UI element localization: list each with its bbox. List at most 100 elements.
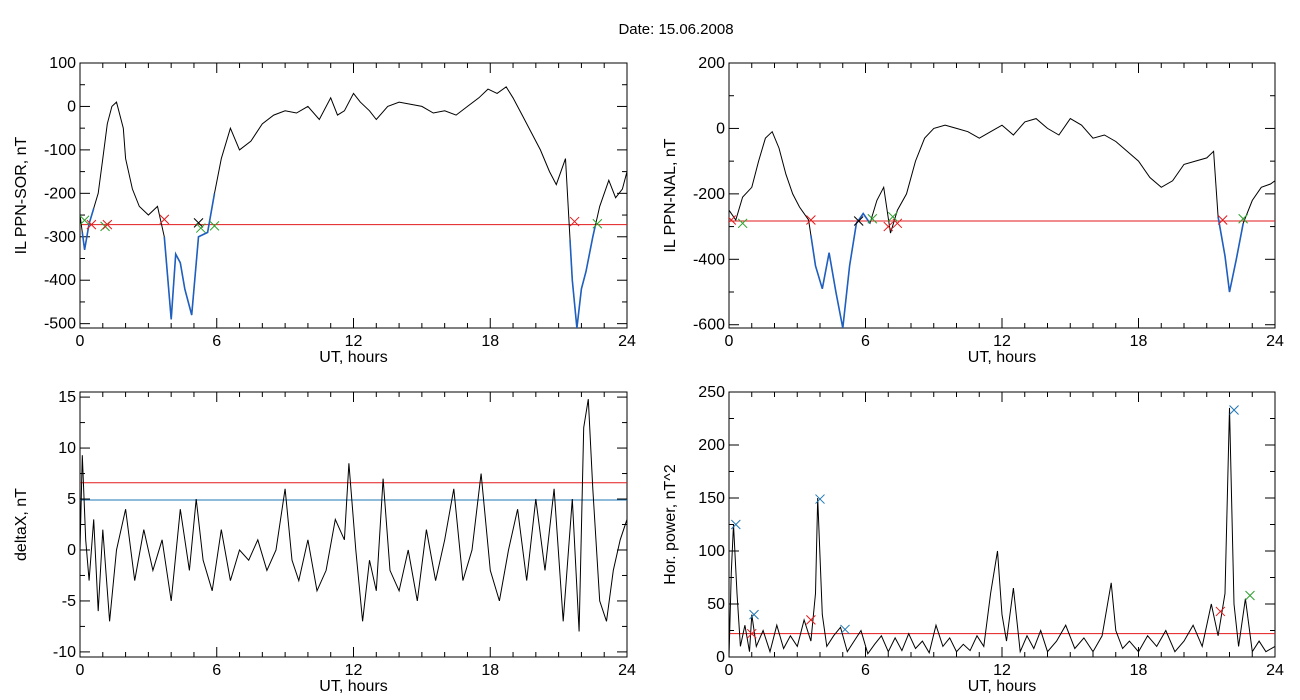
marker-stroke [209, 221, 220, 231]
x-tick-label: 18 [1130, 662, 1148, 679]
marker-green [195, 223, 206, 233]
marker-stroke [102, 219, 113, 230]
highlight-segment [163, 193, 216, 320]
series-line-sor [80, 86, 627, 328]
y-tick-label: 100 [49, 55, 76, 72]
chart-panel-deltax: 0 6 12 18 24 15 10 5 0 -5 -10 UT, hours deltaX, nT [13, 389, 636, 695]
marker-red [86, 219, 97, 230]
highlight-segment [810, 212, 871, 328]
x-tick-label: 18 [481, 333, 499, 350]
y-tick-label: 200 [698, 55, 725, 72]
chart-panel-sor: 0 6 12 18 24 100 0 -100 -200 -300 -400 -500 UT, hour… [13, 55, 636, 366]
marker-blue [815, 494, 825, 504]
marker-stroke [195, 223, 206, 233]
x-tick-label: 6 [212, 662, 221, 679]
x-tick-label: 0 [725, 662, 734, 679]
y-tick-label: 250 [698, 384, 725, 401]
marker-stroke [892, 218, 903, 229]
marker-blue [1229, 405, 1239, 415]
marker-stroke [883, 221, 894, 232]
marker-stroke [592, 218, 603, 229]
y-tick-label: 100 [698, 543, 725, 560]
marker-red [729, 215, 737, 225]
marker-stroke [867, 213, 878, 224]
marker-stroke [806, 215, 816, 225]
y-tick-label: -10 [53, 644, 76, 661]
x-tick-label: 6 [212, 333, 221, 350]
y-tick-label: 10 [58, 440, 76, 457]
marker-stroke [569, 216, 580, 227]
series-line-hpower [729, 407, 1275, 657]
y-tick-label: -600 [693, 317, 725, 334]
marker-green [1245, 590, 1255, 601]
marker-stroke [86, 219, 97, 230]
x-tick-label: 12 [993, 662, 1011, 679]
y-tick-label: 150 [698, 490, 725, 507]
chart-panel-hpower: 0 6 12 18 24 250 200 150 100 50 0 UT, hours Hor. pow… [662, 384, 1284, 695]
marker-red [569, 216, 580, 227]
marker-black [853, 216, 864, 226]
marker-blue [840, 624, 850, 635]
marker-stroke [193, 218, 204, 228]
marker-stroke [1245, 590, 1255, 601]
marker-red [806, 215, 816, 225]
y-tick-label: -400 [693, 251, 725, 268]
marker-stroke [746, 628, 757, 639]
marker-red [102, 219, 113, 230]
marker-stroke [840, 624, 850, 635]
marker-red [883, 221, 894, 232]
marker-stroke [730, 519, 741, 530]
marker-green [209, 221, 220, 231]
x-tick-label: 6 [861, 662, 870, 679]
marker-blue [730, 519, 741, 530]
y-tick-label: 50 [707, 596, 725, 613]
marker-stroke [806, 615, 816, 625]
x-tick-label: 18 [481, 662, 499, 679]
marker-red [1215, 606, 1226, 617]
x-axis-title: UT, hours [968, 678, 1036, 695]
x-tick-label: 0 [76, 662, 85, 679]
chart-panel-nal: 0 6 12 18 24 200 0 -200 -400 -600 UT, hours IL PPN-… [662, 55, 1284, 366]
marker-stroke [737, 218, 748, 229]
plot-frame [79, 62, 628, 329]
marker-red [1217, 215, 1228, 225]
x-tick-label: 0 [725, 333, 734, 350]
x-axis-title: UT, hours [968, 349, 1036, 366]
marker-stroke [853, 216, 864, 226]
highlight-segment [81, 208, 95, 250]
x-axis-title: UT, hours [319, 678, 387, 695]
x-tick-label: 12 [345, 662, 363, 679]
plot-frame [728, 62, 1276, 329]
x-tick-label: 6 [861, 333, 870, 350]
marker-stroke [729, 215, 737, 224]
plot-area [729, 117, 1275, 328]
marker-green [592, 218, 603, 229]
marker-stroke [1238, 213, 1249, 224]
marker-stroke [80, 215, 90, 226]
marker-green [867, 213, 878, 224]
marker-stroke [159, 214, 170, 225]
marker-red [806, 615, 816, 625]
y-axis-title: deltaX, nT [13, 488, 30, 561]
marker-stroke [815, 494, 825, 504]
highlight-segment [569, 226, 596, 328]
marker-stroke [1217, 215, 1228, 225]
marker-stroke [1229, 405, 1239, 415]
y-tick-label: 15 [58, 389, 76, 406]
plot-area [80, 86, 627, 328]
marker-stroke [749, 609, 759, 620]
x-tick-label: 18 [1130, 333, 1148, 350]
y-tick-label: 0 [67, 542, 76, 559]
highlight-segment [1217, 216, 1244, 293]
marker-red [892, 218, 903, 229]
x-tick-label: 24 [618, 333, 636, 350]
marker-green [887, 211, 898, 222]
y-tick-label: -500 [44, 316, 76, 333]
x-tick-label: 0 [76, 333, 85, 350]
y-tick-label: -200 [693, 186, 725, 203]
y-tick-label: 0 [67, 98, 76, 115]
marker-green [1238, 213, 1249, 224]
plot-area [729, 405, 1275, 657]
x-axis-title: UT, hours [319, 349, 387, 366]
y-tick-label: 0 [716, 649, 725, 666]
